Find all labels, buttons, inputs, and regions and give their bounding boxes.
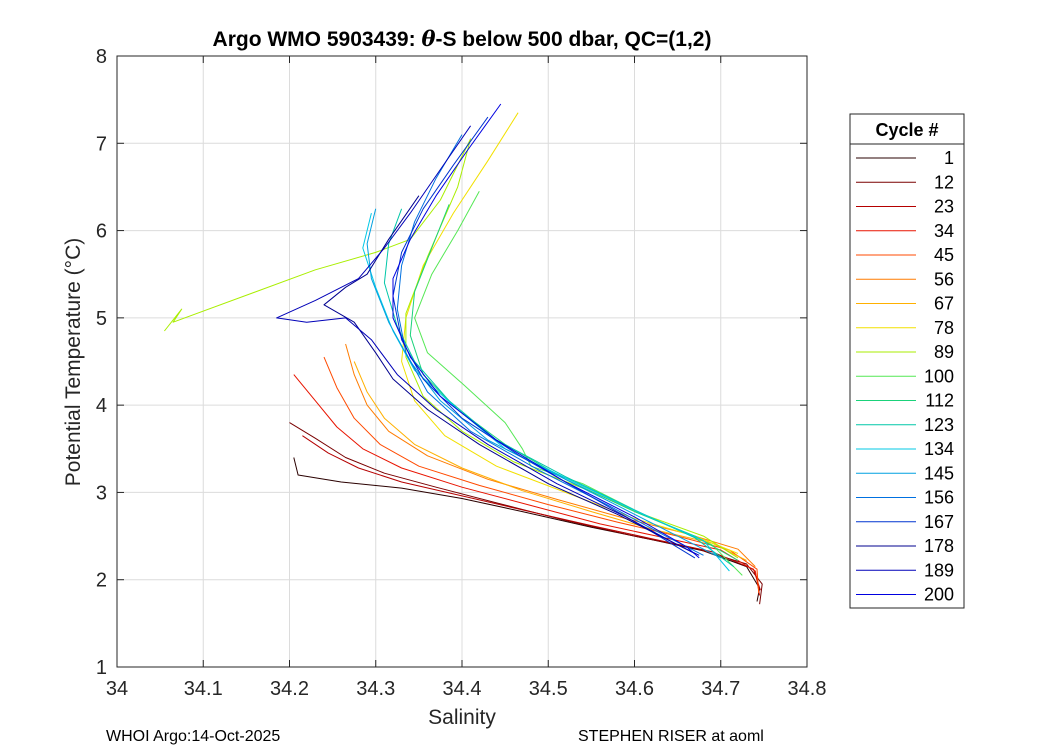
chart-title-suffix: -S below 500 dbar, QC=(1,2)	[435, 28, 711, 51]
y-axis-label: Potential Temperature (°C)	[62, 238, 85, 486]
series-line-cycle-178	[323, 195, 696, 554]
legend: Cycle # 11223344556677889100112123134145…	[849, 113, 965, 609]
series-line-cycle-45	[323, 356, 760, 593]
legend-label-45: 45	[934, 245, 954, 265]
y-tick-label: 2	[96, 570, 107, 592]
footer-right: STEPHEN RISER at aoml	[578, 728, 764, 745]
series-line-cycle-1	[293, 457, 761, 602]
series-line-cycle-23	[302, 435, 761, 591]
axis-ticks: 34 34.1 34.2 34.3 34.4 34.5 34.6 34.7 34.8123456…	[96, 46, 827, 700]
x-tick-label: 34.1	[184, 678, 223, 700]
legend-label-34: 34	[934, 221, 954, 241]
legend-label-178: 178	[924, 536, 954, 556]
series-layer	[164, 103, 763, 605]
legend-label-123: 123	[924, 415, 954, 435]
x-tick-label: 34.5	[529, 678, 568, 700]
chart-title-symbol: θ	[421, 26, 435, 51]
legend-label-1: 1	[944, 148, 954, 168]
series-line-cycle-56	[345, 343, 756, 567]
x-tick-label: 34.8	[788, 678, 827, 700]
y-tick-label: 5	[96, 308, 107, 330]
y-tick-label: 3	[96, 482, 107, 504]
legend-label-200: 200	[924, 585, 954, 605]
x-tick-label: 34.2	[270, 678, 309, 700]
legend-label-78: 78	[934, 318, 954, 338]
legend-label-134: 134	[924, 439, 954, 459]
y-tick-label: 8	[96, 46, 107, 68]
legend-label-112: 112	[925, 391, 954, 411]
legend-label-100: 100	[924, 366, 954, 386]
x-tick-label: 34.4	[443, 678, 482, 700]
legend-items: 1122334455667788910011212313414515616717…	[856, 148, 954, 605]
grid	[117, 56, 807, 667]
series-line-cycle-156	[396, 134, 704, 556]
legend-label-12: 12	[934, 172, 954, 192]
legend-label-67: 67	[934, 294, 954, 314]
x-tick-label: 34	[106, 678, 128, 700]
x-tick-label: 34.7	[701, 678, 740, 700]
legend-box	[849, 113, 965, 609]
chart-title-prefix: Argo WMO 5903439:	[213, 28, 422, 51]
y-tick-label: 1	[96, 657, 107, 679]
y-tick-label: 7	[96, 133, 107, 155]
series-line-cycle-67	[353, 361, 747, 561]
x-tick-label: 34.6	[615, 678, 654, 700]
y-tick-label: 4	[96, 395, 107, 417]
x-tick-label: 34.3	[356, 678, 395, 700]
series-line-cycle-145	[366, 208, 722, 559]
legend-label-23: 23	[934, 197, 954, 217]
x-axis-label: Salinity	[428, 706, 496, 729]
y-tick-label: 6	[96, 221, 107, 243]
legend-label-156: 156	[924, 488, 954, 508]
chart-title: Argo WMO 5903439: θ-S below 500 dbar, QC…	[213, 26, 712, 51]
legend-label-189: 189	[924, 560, 954, 580]
legend-label-167: 167	[924, 512, 954, 532]
legend-label-145: 145	[924, 463, 954, 483]
legend-label-56: 56	[934, 269, 954, 289]
footer-left: WHOI Argo:14-Oct-2025	[106, 728, 280, 745]
series-line-cycle-189	[276, 125, 700, 556]
series-line-cycle-78	[401, 112, 739, 554]
series-line-cycle-200	[392, 103, 700, 559]
legend-title: Cycle #	[875, 120, 938, 140]
legend-label-89: 89	[934, 342, 954, 362]
